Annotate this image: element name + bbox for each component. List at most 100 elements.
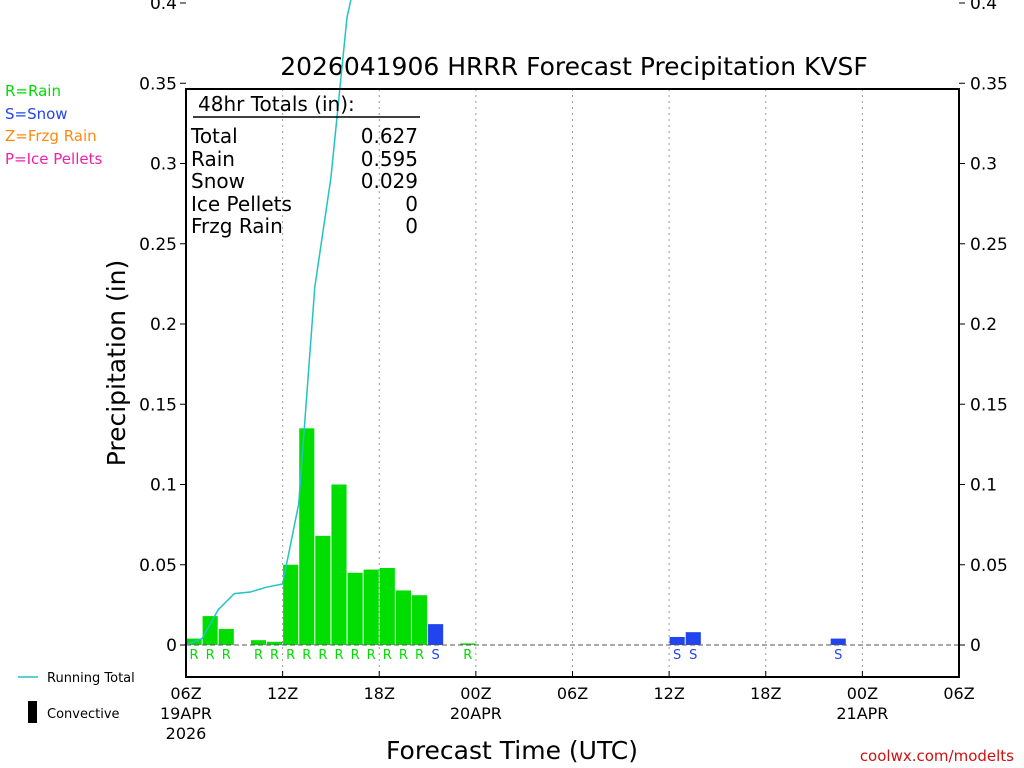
totals-box: 48hr Totals (in): Total 0.627 Rain 0.595… xyxy=(190,92,420,238)
convective-swatch xyxy=(28,701,37,723)
precip-bar xyxy=(830,638,846,645)
y-tick-label-right: 0.15 xyxy=(970,395,1008,415)
y-axis-left: 00.050.10.150.20.250.30.350.40.450.50.55… xyxy=(139,0,186,656)
precip-bar xyxy=(428,624,444,645)
precip-bar xyxy=(283,564,299,645)
y-tick-label-right: 0.05 xyxy=(970,556,1008,576)
precip-type-label: R xyxy=(254,648,263,663)
precip-bar xyxy=(315,535,331,645)
y-tick-label-left: 0.25 xyxy=(139,235,177,255)
precip-bar xyxy=(250,640,267,645)
y-tick-label-left: 0.35 xyxy=(139,74,177,94)
precip-type-label: S xyxy=(673,648,681,663)
totals-snow-value: 0.029 xyxy=(361,169,418,193)
legend-ice-pellets: P=Ice Pellets xyxy=(5,150,102,168)
convective-legend-label: Convective xyxy=(47,707,120,722)
precip-type-label: R xyxy=(302,648,311,663)
y-tick-label-left: 0.2 xyxy=(150,315,177,335)
x-tick-date: 19APR xyxy=(160,704,212,723)
y-tick-label-left: 0.05 xyxy=(139,556,177,576)
y-tick-label-left: 0.15 xyxy=(139,395,177,415)
x-tick-label: 18Z xyxy=(364,684,395,703)
precip-type-label: R xyxy=(399,648,408,663)
totals-rain-label: Rain xyxy=(191,147,235,171)
totals-snow-label: Snow xyxy=(191,169,245,193)
precip-bar xyxy=(379,567,395,645)
precip-type-label: R xyxy=(351,648,360,663)
totals-total-label: Total xyxy=(190,124,238,148)
x-tick-label: 12Z xyxy=(653,684,684,703)
x-axis-label: Forecast Time (UTC) xyxy=(386,736,638,765)
precip-bar xyxy=(395,590,411,645)
precip-type-label: R xyxy=(383,648,392,663)
y-tick-label-left: 0.1 xyxy=(150,476,177,496)
bottom-legend: Running Total Convective xyxy=(18,671,135,723)
precip-type-label: R xyxy=(463,648,472,663)
totals-ice-pellets-value: 0 xyxy=(405,192,418,216)
x-tick-label: 00Z xyxy=(847,684,878,703)
precip-bar xyxy=(267,641,283,645)
precip-bar xyxy=(218,628,234,645)
precip-bar xyxy=(411,595,428,645)
type-legend: R=Rain S=Snow Z=Frzg Rain P=Ice Pellets xyxy=(5,82,102,168)
y-axis-label: Precipitation (in) xyxy=(102,260,131,467)
totals-frzg-rain-value: 0 xyxy=(405,214,418,238)
precip-type-label: R xyxy=(367,648,376,663)
legend-frzg-rain: Z=Frzg Rain xyxy=(5,127,97,145)
x-gridlines xyxy=(282,89,863,677)
bars xyxy=(186,428,846,645)
x-tick-label: 18Z xyxy=(750,684,781,703)
x-tick-label: 00Z xyxy=(460,684,491,703)
y-tick-label-right: 0 xyxy=(970,636,981,656)
precip-type-label: S xyxy=(834,648,842,663)
precip-type-label: R xyxy=(270,648,279,663)
precip-type-label: R xyxy=(318,648,327,663)
y-tick-label-left: 0.3 xyxy=(150,155,177,175)
precip-type-label: R xyxy=(415,648,424,663)
precip-type-label: R xyxy=(286,648,295,663)
y-tick-label-right: 0.3 xyxy=(970,155,997,175)
precip-type-label: R xyxy=(222,648,231,663)
x-tick-year: 2026 xyxy=(166,724,207,743)
totals-rain-value: 0.595 xyxy=(361,147,418,171)
precip-bar xyxy=(331,484,347,645)
legend-rain: R=Rain xyxy=(5,82,61,100)
x-tick-label: 06Z xyxy=(557,684,588,703)
y-tick-label-left: 0.4 xyxy=(150,0,177,14)
x-tick-label: 06Z xyxy=(943,684,974,703)
precip-type-label: R xyxy=(206,648,215,663)
totals-heading: 48hr Totals (in): xyxy=(198,92,355,116)
y-tick-label-right: 0.1 xyxy=(970,476,997,496)
legend-snow: S=Snow xyxy=(5,105,68,123)
precip-bar xyxy=(363,569,379,645)
precip-type-label: R xyxy=(334,648,343,663)
x-tick-label: 12Z xyxy=(267,684,298,703)
x-tick-date: 21APR xyxy=(836,704,888,723)
x-tick-date: 20APR xyxy=(450,704,502,723)
totals-frzg-rain-label: Frzg Rain xyxy=(191,214,283,238)
totals-ice-pellets-label: Ice Pellets xyxy=(191,192,292,216)
precip-bar xyxy=(202,616,218,645)
precip-bar xyxy=(460,643,476,645)
precip-bar xyxy=(299,428,315,645)
precip-bar xyxy=(347,572,363,645)
credit-text: coolwx.com/modelts xyxy=(860,747,1014,765)
precip-type-label: S xyxy=(431,648,439,663)
chart-title: 2026041906 HRRR Forecast Precipitation K… xyxy=(280,52,868,81)
x-tick-label: 06Z xyxy=(170,684,201,703)
precip-type-label: S xyxy=(689,648,697,663)
y-tick-label-left: 0 xyxy=(166,636,177,656)
totals-total-value: 0.627 xyxy=(361,124,418,148)
precip-type-label: R xyxy=(190,648,199,663)
y-tick-label-right: 0.25 xyxy=(970,235,1008,255)
y-tick-label-right: 0.2 xyxy=(970,315,997,335)
precip-bar xyxy=(685,632,701,645)
running-total-legend-label: Running Total xyxy=(47,671,135,686)
y-tick-label-right: 0.4 xyxy=(970,0,997,14)
y-axis-right: 00.050.10.150.20.250.30.350.40.450.50.55… xyxy=(959,0,1008,656)
precip-bar xyxy=(669,636,685,645)
running-total-line xyxy=(185,0,352,646)
